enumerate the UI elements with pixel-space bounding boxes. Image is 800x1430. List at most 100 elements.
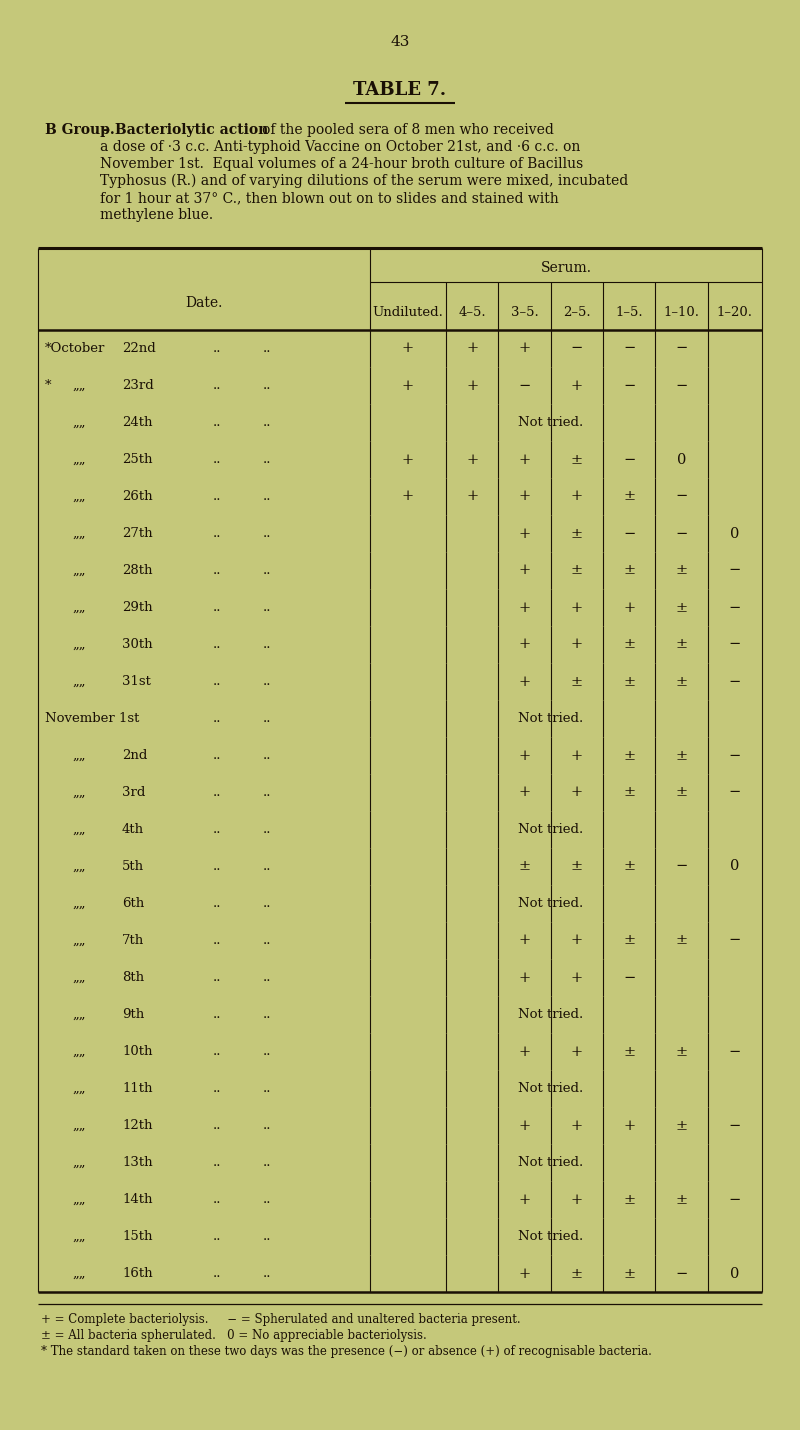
Text: 29th: 29th (122, 601, 153, 613)
Text: −: − (623, 379, 635, 392)
Text: +: + (402, 379, 414, 392)
Text: 11th: 11th (122, 1083, 153, 1095)
Text: 6th: 6th (122, 897, 144, 909)
Text: +: + (623, 1118, 635, 1133)
Text: +: + (518, 785, 530, 799)
Text: ..: .. (263, 787, 271, 799)
Text: +: + (571, 638, 583, 652)
Text: −: − (518, 379, 530, 392)
Text: −: − (623, 342, 635, 356)
Text: −: − (729, 638, 741, 652)
Text: ..: .. (263, 416, 271, 429)
Text: 4–5.: 4–5. (458, 306, 486, 319)
Text: ..: .. (213, 638, 222, 651)
Text: Not tried.: Not tried. (518, 897, 583, 909)
Text: ..: .. (213, 1230, 222, 1243)
Text: ±: ± (675, 1193, 688, 1207)
Text: −: − (729, 785, 741, 799)
Text: „„: „„ (72, 638, 86, 651)
Text: 3rd: 3rd (122, 787, 146, 799)
Text: ..: .. (213, 897, 222, 909)
Text: +: + (571, 785, 583, 799)
Text: Not tried.: Not tried. (518, 416, 583, 429)
Text: ..: .. (263, 749, 271, 762)
Text: +: + (518, 1044, 530, 1058)
Text: ..: .. (263, 675, 271, 688)
Text: 2nd: 2nd (122, 749, 147, 762)
Text: +: + (466, 452, 478, 466)
Text: a dose of ·3 c.c. Anti-typhoid Vaccine on October 21st, and ·6 c.c. on: a dose of ·3 c.c. Anti-typhoid Vaccine o… (100, 140, 580, 154)
Text: 0: 0 (730, 859, 739, 874)
Text: ..: .. (213, 1155, 222, 1168)
Text: ..: .. (213, 675, 222, 688)
Text: ..: .. (213, 1120, 222, 1133)
Text: +: + (571, 601, 583, 615)
Text: +: + (518, 934, 530, 948)
Text: ±: ± (675, 638, 688, 652)
Text: ..: .. (213, 453, 222, 466)
Text: ±: ± (675, 1044, 688, 1058)
Text: +: + (571, 934, 583, 948)
Text: Not tried.: Not tried. (518, 1230, 583, 1243)
Text: ±: ± (623, 675, 635, 688)
Text: −: − (729, 563, 741, 578)
Text: Not tried.: Not tried. (518, 1155, 583, 1168)
Text: November 1st: November 1st (45, 712, 139, 725)
Text: +: + (466, 489, 478, 503)
Text: ±: ± (571, 563, 583, 578)
Text: November 1st.  Equal volumes of a 24-hour broth culture of Bacillus: November 1st. Equal volumes of a 24-hour… (100, 157, 583, 172)
Text: ..: .. (213, 824, 222, 837)
Text: ±: ± (623, 859, 635, 874)
Text: „„: „„ (72, 1230, 86, 1243)
Text: 24th: 24th (122, 416, 153, 429)
Text: 10th: 10th (122, 1045, 153, 1058)
Text: „„: „„ (72, 675, 86, 688)
Text: 9th: 9th (122, 1008, 144, 1021)
Text: + = Complete bacteriolysis.     − = Spherulated and unaltered bacteria present.: + = Complete bacteriolysis. − = Spherula… (41, 1314, 521, 1327)
Text: ..: .. (263, 563, 271, 576)
Text: ±: ± (675, 934, 688, 948)
Text: −: − (729, 1118, 741, 1133)
Text: 3–5.: 3–5. (510, 306, 538, 319)
Text: 7th: 7th (122, 934, 144, 947)
Text: „„: „„ (72, 934, 86, 947)
Text: ..: .. (263, 712, 271, 725)
Text: −: − (675, 526, 688, 541)
Text: +: + (402, 342, 414, 356)
Text: * The standard taken on these two days was the presence (−) or absence (+) of re: * The standard taken on these two days w… (41, 1346, 652, 1358)
Text: 5th: 5th (122, 859, 144, 872)
Text: −: − (675, 379, 688, 392)
Text: „„: „„ (72, 416, 86, 429)
Text: ..: .. (263, 601, 271, 613)
Text: ±: ± (675, 1118, 688, 1133)
Text: Not tried.: Not tried. (518, 712, 583, 725)
Text: ±: ± (623, 748, 635, 762)
Text: Date.: Date. (186, 296, 222, 310)
Text: +: + (518, 526, 530, 541)
Text: ..: .. (263, 1120, 271, 1133)
Text: „„: „„ (72, 528, 86, 541)
Text: Not tried.: Not tried. (518, 824, 583, 837)
Text: −: − (623, 526, 635, 541)
Text: „„: „„ (72, 1267, 86, 1280)
Text: ±: ± (571, 675, 583, 688)
Text: +: + (571, 379, 583, 392)
Text: ..: .. (213, 712, 222, 725)
Text: ..: .. (263, 490, 271, 503)
Text: ..: .. (213, 1045, 222, 1058)
Text: −: − (675, 489, 688, 503)
Text: ±: ± (623, 1267, 635, 1280)
Text: „„: „„ (72, 1120, 86, 1133)
Text: „„: „„ (72, 1045, 86, 1058)
Text: ..: .. (263, 638, 271, 651)
Text: +: + (466, 379, 478, 392)
Text: ..: .. (213, 1193, 222, 1205)
Text: ± = All bacteria spherulated.   0 = No appreciable bacteriolysis.: ± = All bacteria spherulated. 0 = No app… (41, 1330, 426, 1343)
Text: 0: 0 (677, 452, 686, 466)
Text: −: − (623, 971, 635, 984)
Text: +: + (571, 1118, 583, 1133)
Text: ±: ± (675, 748, 688, 762)
Text: ..: .. (213, 416, 222, 429)
Text: ..: .. (263, 528, 271, 541)
Text: 23rd: 23rd (122, 379, 154, 392)
